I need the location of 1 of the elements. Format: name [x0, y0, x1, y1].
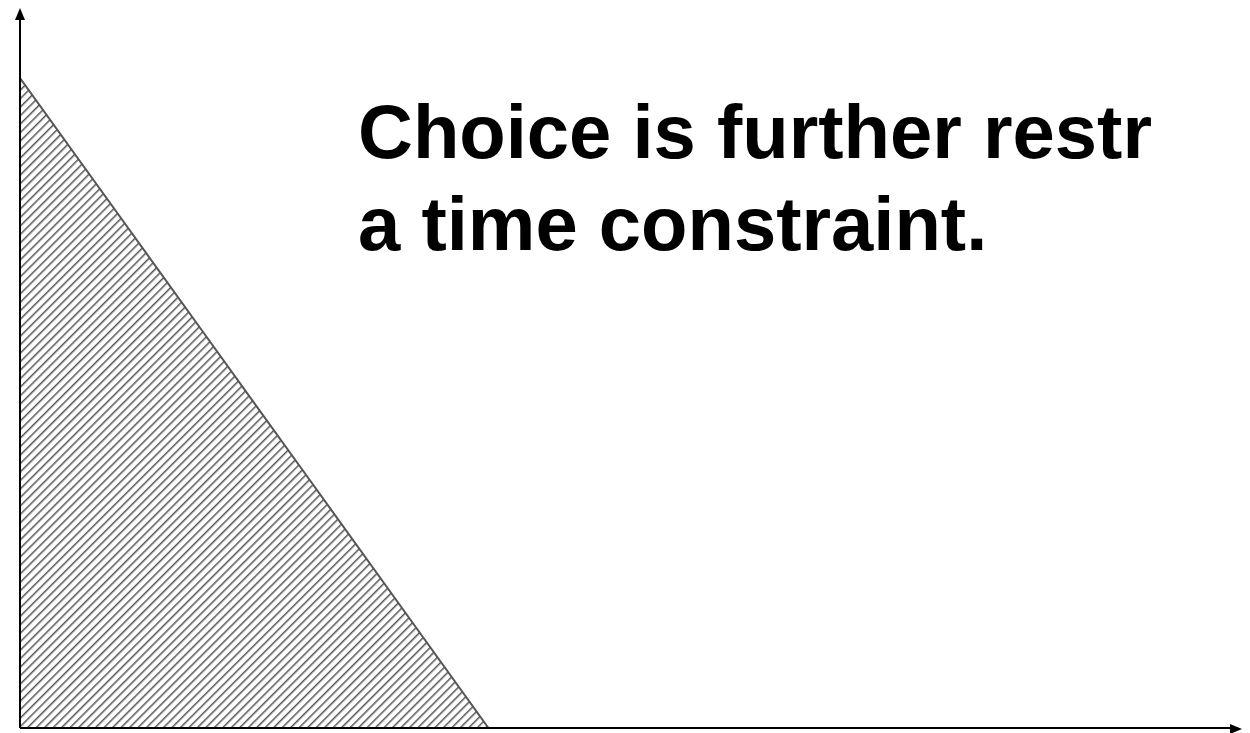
annotation: Choice is further restr a time constraint.: [358, 88, 1153, 268]
